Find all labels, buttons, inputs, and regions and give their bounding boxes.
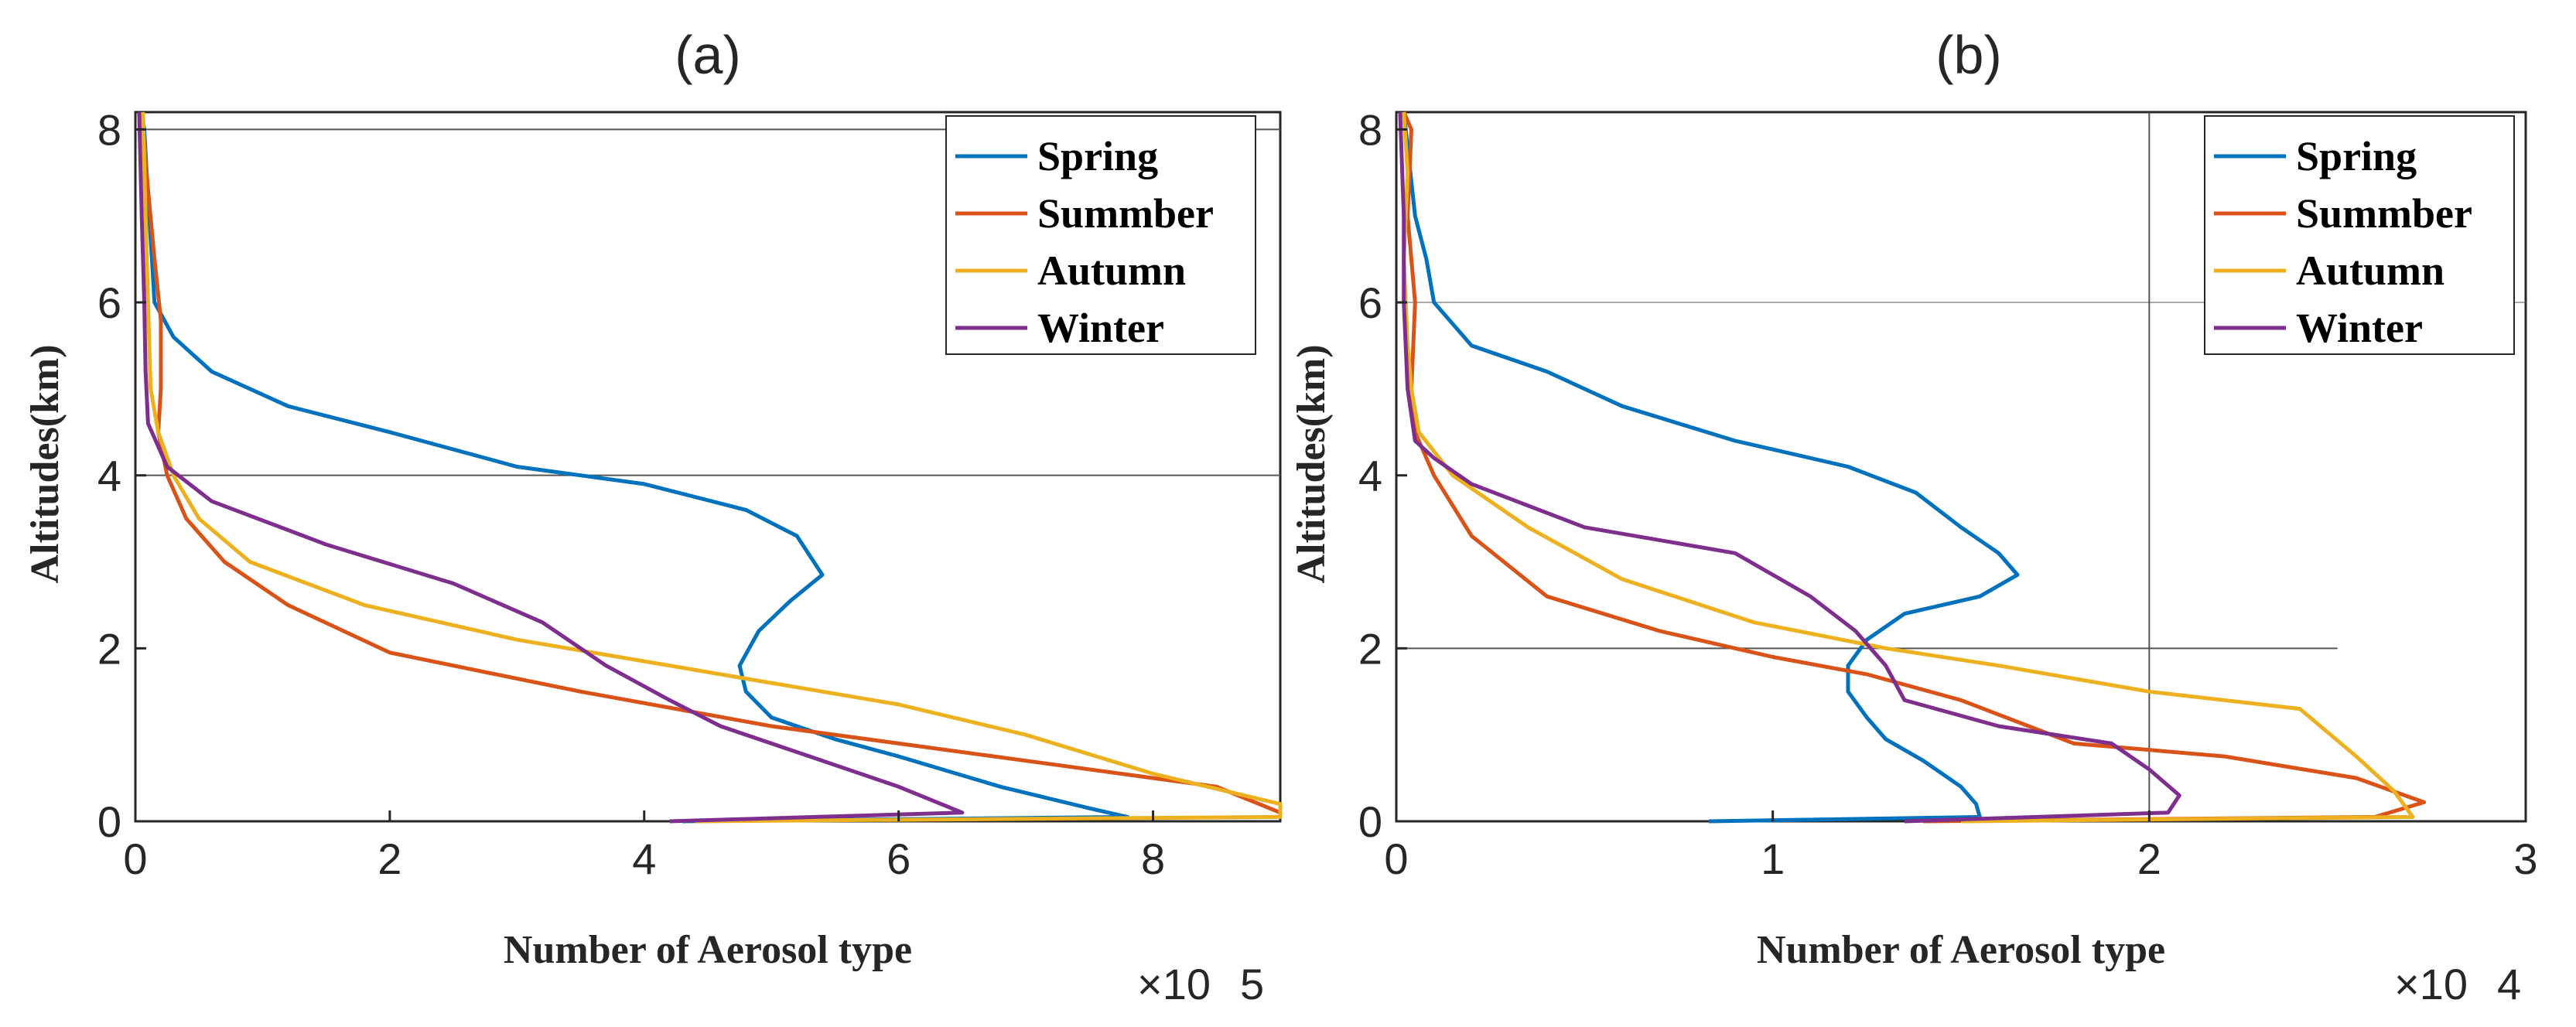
y-tick-label: 6 — [97, 278, 121, 327]
series-line-winter — [137, 111, 965, 824]
legend-a: Spring Summber Autumn Winter — [945, 115, 1256, 355]
series-line-summber — [1402, 111, 2427, 824]
x-ticks-a: 0 2 4 6 8 — [123, 810, 1165, 883]
x-multiplier-exponent-b: 4 — [2497, 960, 2521, 1008]
y-tick-label: 0 — [1358, 797, 1382, 846]
y-ticks-a: 0 2 4 6 8 — [97, 105, 146, 846]
x-multiplier-base-b: ×10 — [2394, 960, 2468, 1008]
x-tick-label: 2 — [378, 834, 401, 883]
legend-label-spring: Spring — [1037, 133, 1158, 179]
x-tick-label: 3 — [2513, 834, 2537, 883]
legend-b: Spring Summber Autumn Winter — [2204, 115, 2515, 355]
legend-label-winter: Winter — [1037, 305, 1164, 351]
x-tick-label: 0 — [123, 834, 147, 883]
x-multiplier-b: ×10 4 — [2394, 960, 2521, 1008]
legend-label-autumn: Autumn — [2296, 247, 2444, 294]
y-tick-label: 4 — [1358, 452, 1382, 500]
legend-label-summber: Summber — [1037, 190, 1214, 237]
series-line-autumn — [141, 111, 1283, 824]
series-line-summber — [139, 111, 1281, 815]
chart-panel-b: (b) 0 2 4 6 8 0 1 2 3 Number of Aerosol type Al… — [1290, 25, 2538, 1008]
y-tick-label: 8 — [97, 105, 121, 154]
x-multiplier-exponent-a: 5 — [1240, 960, 1264, 1008]
x-tick-label: 1 — [1761, 834, 1785, 883]
chart-title-b: (b) — [1935, 25, 2002, 85]
legend-label-autumn: Autumn — [1037, 247, 1186, 294]
x-ticks-b: 0 1 2 3 — [1384, 810, 2538, 883]
series-lines-a — [137, 111, 1283, 824]
chart-panel-a: (a) 0 2 4 6 8 0 2 4 6 8 Number of Aerosol type A… — [23, 25, 1283, 1008]
x-tick-label: 0 — [1384, 834, 1408, 883]
x-axis-label-b: Number of Aerosol type — [1757, 928, 2165, 972]
legend-label-winter: Winter — [2296, 305, 2423, 351]
series-line-spring — [1402, 111, 2020, 824]
x-tick-label: 2 — [2137, 834, 2161, 883]
legend-label-spring: Spring — [2296, 133, 2417, 179]
series-lines-b — [1398, 111, 2427, 824]
y-axis-label-b: Altitudes(km) — [1290, 344, 1334, 583]
y-ticks-b: 0 2 4 6 8 — [1358, 105, 1407, 846]
series-line-spring — [139, 111, 1130, 824]
y-tick-label: 4 — [97, 452, 121, 500]
x-tick-label: 4 — [632, 834, 656, 883]
x-axis-label-a: Number of Aerosol type — [504, 928, 912, 972]
y-tick-label: 8 — [1358, 105, 1382, 154]
y-tick-label: 0 — [97, 797, 121, 846]
y-tick-label: 6 — [1358, 278, 1382, 327]
x-tick-label: 8 — [1141, 834, 1165, 883]
y-tick-label: 2 — [97, 624, 121, 673]
x-multiplier-a: ×10 5 — [1137, 960, 1264, 1008]
x-tick-label: 6 — [887, 834, 910, 883]
chart-title-a: (a) — [675, 25, 741, 85]
y-tick-label: 2 — [1358, 624, 1382, 673]
y-axis-label-a: Altitudes(km) — [23, 344, 67, 583]
x-multiplier-base-a: ×10 — [1137, 960, 1211, 1008]
legend-label-summber: Summber — [2296, 190, 2472, 237]
series-line-winter — [1398, 111, 2181, 824]
